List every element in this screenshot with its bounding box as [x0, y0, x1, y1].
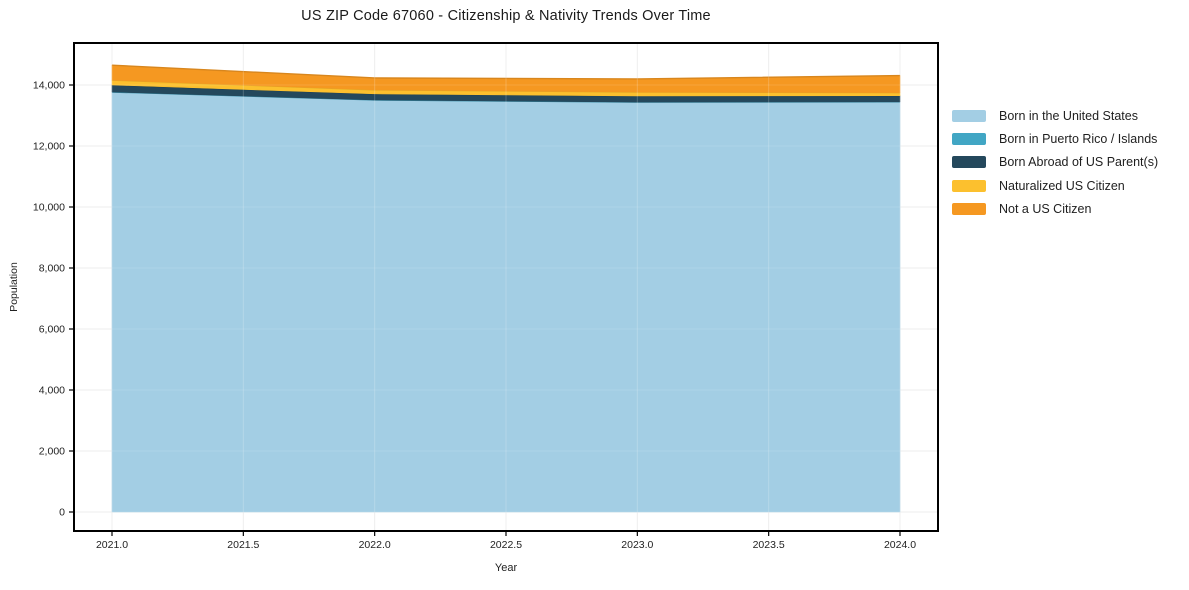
- legend-item-born-abroad-of-us-parent-s: Born Abroad of US Parent(s): [952, 151, 1158, 174]
- legend-swatch: [952, 156, 986, 169]
- x-tick-label: 2023.5: [753, 539, 785, 551]
- legend-item-naturalized-us-citizen: Naturalized US Citizen: [952, 174, 1158, 197]
- legend-swatch: [952, 179, 986, 192]
- chart-title: US ZIP Code 67060 - Citizenship & Nativi…: [301, 8, 711, 24]
- x-tick-label: 2024.0: [884, 539, 916, 551]
- legend-label: Naturalized US Citizen: [999, 178, 1125, 193]
- legend-label: Born in Puerto Rico / Islands: [999, 132, 1158, 147]
- y-tick-label: 0: [59, 507, 65, 519]
- legend-label: Not a US Citizen: [999, 202, 1092, 217]
- legend-item-born-in-puerto-rico-islands: Born in Puerto Rico / Islands: [952, 127, 1158, 150]
- y-tick-label: 2,000: [39, 446, 65, 458]
- y-tick-label: 14,000: [33, 80, 65, 92]
- legend-item-not-a-us-citizen: Not a US Citizen: [952, 198, 1158, 221]
- legend-label: Born in the United States: [999, 108, 1138, 123]
- legend: Born in the United States Born in Puerto …: [952, 104, 1158, 221]
- legend-swatch: [952, 203, 986, 216]
- x-tick-label: 2022.0: [359, 539, 391, 551]
- y-tick-label: 8,000: [39, 263, 65, 275]
- y-tick-label: 6,000: [39, 324, 65, 336]
- legend-swatch: [952, 109, 986, 122]
- legend-label: Born Abroad of US Parent(s): [999, 155, 1159, 170]
- x-tick-label: 2021.5: [227, 539, 259, 551]
- x-axis-title: Year: [494, 562, 518, 574]
- y-tick-label: 4,000: [39, 385, 65, 397]
- edge-series-not-a-us-citizen: [111, 64, 901, 80]
- x-tick-label: 2021.0: [96, 539, 128, 551]
- legend-swatch: [952, 133, 986, 146]
- x-tick-label: 2023.0: [621, 539, 653, 551]
- x-tick-label: 2022.5: [490, 539, 522, 551]
- y-tick-label: 12,000: [33, 141, 65, 153]
- y-tick-label: 10,000: [33, 202, 65, 214]
- legend-item-born-in-the-united-states: Born in the United States: [952, 104, 1158, 127]
